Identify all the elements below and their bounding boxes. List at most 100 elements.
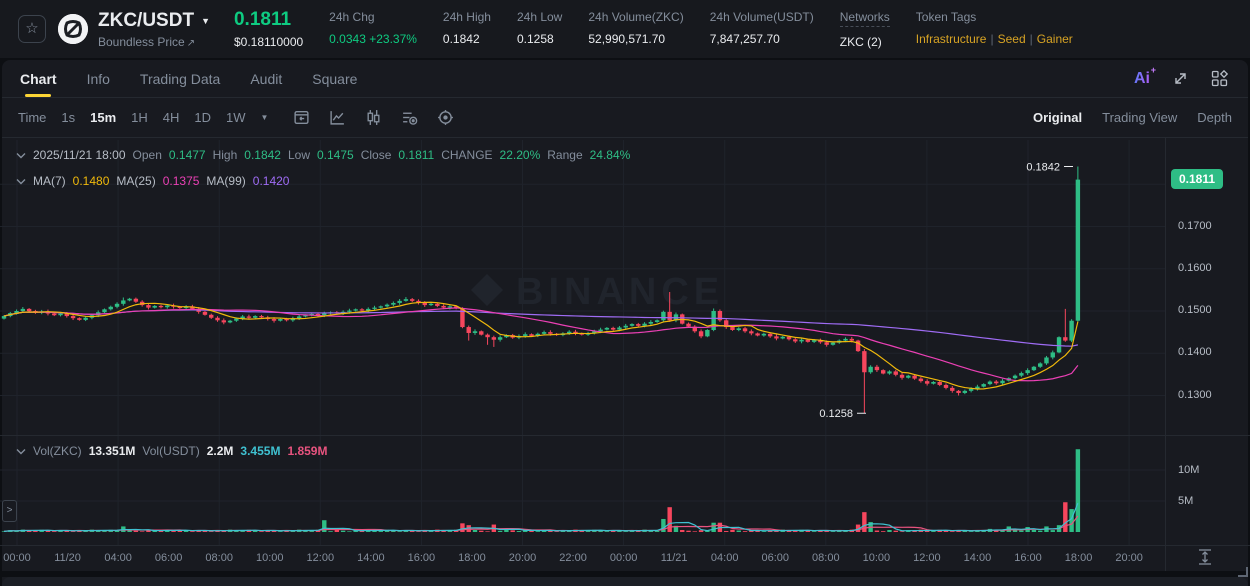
time-axis-divider [0,545,1250,546]
time-axis-label: 18:00 [1064,552,1093,564]
volume-info-row: Vol(ZKC) 13.351M Vol(USDT) 2.2M 3.455M 1.859M [16,444,327,458]
fit-scale-icon[interactable] [1197,548,1213,571]
bottom-seam [0,571,1250,577]
tag-infrastructure[interactable]: Infrastructure [915,31,987,46]
tag-seed[interactable]: Seed [997,31,1026,46]
ohlc-close: 0.1811 [398,148,435,162]
time-axis-label: 12:00 [913,552,941,564]
time-axis-label: 11/21 [660,552,688,564]
candlestick-display-icon[interactable] [365,109,382,126]
time-axis-label: 08:00 [812,552,840,564]
resize-corner[interactable] [1238,567,1248,577]
chevron-down-icon: ▼ [201,15,210,26]
time-axis-label: 16:00 [407,552,436,564]
price-axis-label: 0.1500 [1178,304,1212,316]
time-axis-label: 11/20 [54,552,81,564]
panel-expander-button[interactable]: > [2,500,17,522]
tab-square[interactable]: Square [312,70,358,87]
volume-axis-label: 10M [1178,464,1200,476]
stat-24h-chg: 24h Chg 0.0343 +23.37% [329,9,417,46]
svg-text:BINANCE: BINANCE [516,271,724,313]
tab-audit[interactable]: Audit [250,70,283,87]
tab-info[interactable]: Info [86,70,110,87]
time-axis-label: 20:00 [508,552,537,564]
interval-1s[interactable]: 1s [61,110,76,125]
chart-area: BINANCE 0.1842 0.1258 2025/11/21 18:00 Open… [0,137,1250,586]
price-axis-label: 0.1300 [1178,388,1212,401]
interval-1d[interactable]: 1D [194,110,212,125]
chart-toolbar: Time 1s 15m 1H 4H 1D 1W ▼ [2,98,1248,138]
tag-gainer[interactable]: Gainer [1036,31,1073,46]
ohlc-info-row: 2025/11/21 18:00 Open 0.1477 High 0.1842 Low 0… [16,148,630,162]
svg-text:0.1258: 0.1258 [819,408,853,420]
chart-settings-icon[interactable] [437,109,454,126]
tab-right-icons: Ai + [1134,60,1248,97]
price-block: 0.1811 $0.18110000 [234,9,303,49]
volume-value: 3.455M [240,444,281,458]
price-usd: $0.18110000 [233,35,304,49]
ticker-header: ☆ ZKC/USDT ▼ Boundless Price ↗ 0.1811 $0.… [0,0,1250,58]
volume-value: 13.351M [88,444,136,458]
time-axis-label: 16:00 [1014,552,1042,564]
interval-1w[interactable]: 1W [226,110,246,125]
stat-24h-low: 24h Low 0.1258 [516,9,563,46]
favorite-star-icon[interactable]: ☆ [18,15,46,43]
pair-selector[interactable]: ZKC/USDT ▼ [98,10,210,32]
toolbar-icons [293,109,454,126]
ma-info-row: MA(7) 0.1480 MA(25) 0.1375 MA(99) 0.1420 [16,174,289,188]
time-axis-label: 10:00 [862,552,891,564]
last-price: 0.1811 [233,9,292,30]
view-original[interactable]: Original [1033,110,1083,125]
view-depth[interactable]: Depth [1197,110,1232,125]
time-axis-label: 00:00 [3,552,31,564]
time-axis-label: 14:00 [963,552,992,564]
pane-divider[interactable] [0,435,1250,436]
time-axis-label: 00:00 [609,552,638,564]
stat-24h-high: 24h High 0.1842 [442,9,491,46]
price-axis[interactable]: 0.1811 0.1700 0.1600 0.1500 0.1400 0.1300 10M… [1165,137,1250,571]
interval-4h[interactable]: 4H [162,110,180,125]
stat-token-tags: Token Tags Infrastructure | Seed | Gainer [915,9,1073,46]
time-axis-label: 18:00 [458,552,486,564]
next-section-edge [2,577,1248,586]
view-trading-view[interactable]: Trading View [1102,110,1178,125]
fullscreen-expand-icon[interactable] [1172,70,1189,87]
tab-trading-data[interactable]: Trading Data [139,70,221,87]
pair-name: ZKC/USDT [98,9,195,31]
coin-fullname-link[interactable]: Boundless Price ↗ [98,34,196,49]
svg-text:0.1842: 0.1842 [1026,162,1060,174]
interval-settings-icon[interactable] [293,109,310,126]
candlestick-chart[interactable]: BINANCE 0.1842 0.1258 [0,137,1165,573]
volume-value: 2.2M [206,444,234,458]
external-link-icon: ↗ [186,37,196,49]
ma99-value: 0.1420 [252,174,290,188]
time-axis-label: 06:00 [761,552,790,564]
price-axis-label: 0.1400 [1178,346,1212,359]
chart-card: Chart Info Trading Data Audit Square Ai + Time… [2,60,1248,586]
stat-24h-volume-zkc-: 24h Volume(ZKC) 52,990,571.70 [588,9,684,46]
time-axis-label: 22:00 [559,552,587,564]
price-axis-label: 0.1700 [1178,219,1212,232]
ai-assistant-icon[interactable]: Ai + [1134,64,1156,87]
price-axis-label: 0.1600 [1178,261,1212,274]
coin-logo [58,14,88,44]
interval-time[interactable]: Time [18,110,47,125]
volume-value: 1.859M [287,444,328,458]
time-axis-label: 06:00 [154,552,183,564]
interval-1h[interactable]: 1H [131,110,148,125]
ma25-value: 0.1375 [162,174,200,188]
zkc-logo-icon [58,14,88,44]
interval-dropdown-icon[interactable]: ▼ [260,113,269,122]
indicators-icon[interactable] [401,109,418,126]
interval-15m[interactable]: 15m [90,110,117,125]
time-axis-label: 14:00 [357,552,385,564]
time-axis-label: 04:00 [710,552,739,564]
ohlc-open: 0.1477 [168,148,206,162]
ohlc-range: 24.84% [589,148,631,162]
widgets-grid-icon[interactable] [1211,70,1228,87]
time-axis-label: 20:00 [1115,552,1143,564]
stat-networks: Networks ZKC (2) [839,9,890,49]
candle-datetime: 2025/11/21 18:00 [33,148,126,162]
tab-chart[interactable]: Chart [20,60,57,97]
chart-style-icon[interactable] [329,109,346,126]
